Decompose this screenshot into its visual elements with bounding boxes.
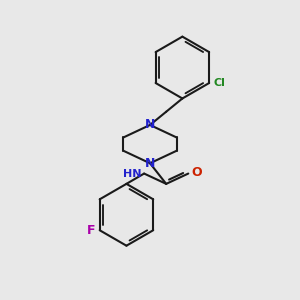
Text: N: N [145,157,155,170]
Text: Cl: Cl [214,78,226,88]
Text: O: O [192,166,203,178]
Text: N: N [145,118,155,131]
Text: F: F [87,224,95,237]
Text: HN: HN [123,169,141,178]
